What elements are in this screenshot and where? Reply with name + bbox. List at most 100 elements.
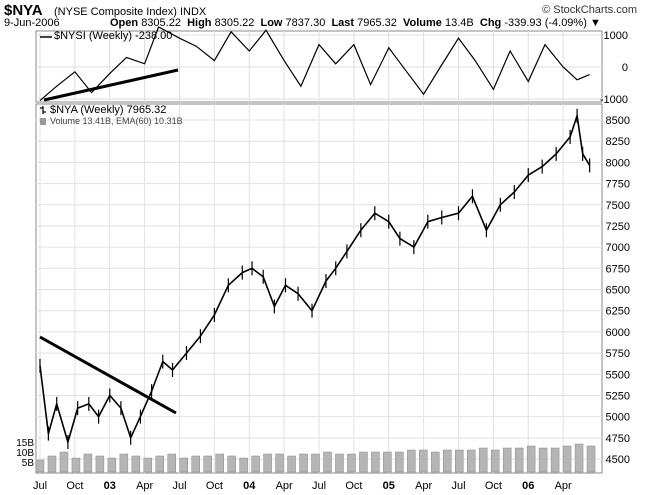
quote-summary: Open 8305.22 High 8305.22 Low 7837.30 La… bbox=[110, 17, 601, 29]
price-y-tick: 5750 bbox=[606, 348, 630, 360]
price-legend-label: $NYA (Weekly) 7965.32 bbox=[50, 104, 167, 116]
indicator-y-tick: 1000 bbox=[604, 30, 628, 42]
price-y-tick: 7500 bbox=[606, 200, 630, 212]
volume-bar bbox=[59, 451, 69, 473]
price-y-axis: 8500 8250 8000 7750 7500 7250 7000 6750 6500 6250… bbox=[606, 115, 630, 466]
price-y-tick: 6750 bbox=[606, 263, 630, 275]
nysi-line bbox=[39, 26, 590, 102]
volume-y-tick: 5B bbox=[22, 458, 35, 469]
volume-bar bbox=[490, 449, 500, 473]
volume-legend-marker bbox=[40, 118, 46, 125]
volume-bar bbox=[155, 455, 165, 473]
volume-y-tick: 15B bbox=[16, 438, 34, 449]
volume-bar bbox=[311, 453, 320, 473]
volume-bar bbox=[287, 455, 296, 473]
x-tick-label: Oct bbox=[206, 480, 223, 492]
volume-bar bbox=[455, 449, 464, 473]
volume-bar bbox=[203, 455, 212, 473]
price-y-tick: 4500 bbox=[606, 454, 630, 466]
open-label: Open bbox=[110, 17, 139, 29]
last-label: Last bbox=[331, 17, 355, 29]
x-tick-label: Jul bbox=[172, 480, 186, 492]
volume-bar bbox=[83, 453, 93, 473]
volume-bar bbox=[550, 447, 560, 473]
volume-bar bbox=[35, 459, 45, 473]
symbol-title: $NYA bbox=[4, 2, 43, 19]
volume-bar bbox=[131, 455, 141, 473]
volume-bar bbox=[538, 447, 548, 473]
price-y-tick: 8500 bbox=[606, 115, 630, 127]
volume-legend-label: Volume 13.41B, EMA(60) 10.31B bbox=[50, 116, 183, 126]
quote-date: 9-Jun-2006 bbox=[4, 17, 60, 29]
volume-bar bbox=[251, 455, 260, 473]
volume-value: 13.4B bbox=[445, 17, 474, 29]
price-y-tick: 5250 bbox=[606, 390, 630, 402]
volume-bar bbox=[275, 453, 284, 473]
volume-bar bbox=[143, 457, 153, 473]
volume-bar bbox=[514, 447, 524, 473]
indicator-y-axis: 1000 0 -1000 bbox=[600, 30, 628, 106]
price-y-tick: 6250 bbox=[606, 306, 630, 318]
price-trendline bbox=[39, 335, 177, 415]
volume-bar bbox=[191, 455, 200, 473]
nysi-legend-label: $NYSI (Weekly) -238.00 bbox=[54, 30, 173, 42]
volume-bar bbox=[179, 457, 188, 473]
chevron-down-icon[interactable]: ▼ bbox=[589, 17, 601, 29]
index-name: (NYSE Composite Index) bbox=[54, 6, 177, 18]
volume-bar bbox=[227, 455, 236, 473]
price-y-tick: 5500 bbox=[606, 369, 630, 381]
price-series bbox=[39, 108, 591, 450]
price-y-tick: 7750 bbox=[606, 179, 630, 191]
x-tick-label: 04 bbox=[243, 480, 256, 492]
volume-bar bbox=[466, 449, 476, 473]
volume-bar bbox=[347, 453, 356, 473]
volume-bar bbox=[167, 453, 177, 473]
x-tick-label: Oct bbox=[345, 480, 362, 492]
price-legend-marker bbox=[40, 106, 46, 114]
volume-bar bbox=[95, 455, 105, 473]
chg-label: Chg bbox=[479, 17, 502, 29]
indicator-y-tick: 0 bbox=[622, 62, 628, 74]
x-tick-label: Jul bbox=[451, 480, 465, 492]
x-tick-label: 03 bbox=[104, 480, 116, 492]
price-y-tick: 8000 bbox=[606, 157, 630, 169]
x-tick-label: 05 bbox=[383, 480, 395, 492]
brand-logo: © StockCharts.com bbox=[542, 4, 637, 16]
x-axis: Jul Oct 03 Apr Jul Oct 04 Apr Jul Oct 05 Apr Jul Oct 0… bbox=[33, 480, 572, 492]
x-tick-label: Oct bbox=[66, 480, 83, 492]
x-tick-label: Apr bbox=[415, 480, 432, 492]
x-tick-label: Apr bbox=[555, 480, 572, 492]
price-y-tick: 5000 bbox=[606, 412, 630, 424]
price-y-tick: 7000 bbox=[606, 242, 630, 254]
volume-bar bbox=[574, 443, 584, 473]
exchange-code: INDX bbox=[179, 6, 207, 18]
nysi-series bbox=[39, 26, 590, 102]
volume-bars bbox=[35, 443, 596, 473]
volume-bar bbox=[263, 453, 272, 473]
volume-bar bbox=[407, 449, 416, 473]
volume-bar bbox=[443, 449, 452, 473]
volume-bar bbox=[431, 451, 440, 473]
x-tick-label: Jul bbox=[33, 480, 47, 492]
nysi-trendline bbox=[43, 68, 179, 102]
volume-bar bbox=[335, 453, 344, 473]
volume-bar bbox=[71, 457, 81, 473]
volume-bar bbox=[419, 449, 428, 473]
indicator-y-tick: -1000 bbox=[600, 94, 628, 106]
volume-bar bbox=[47, 455, 57, 473]
volume-bar bbox=[395, 451, 404, 473]
volume-bar bbox=[371, 451, 380, 473]
volume-bar bbox=[562, 445, 572, 473]
volume-bar bbox=[119, 453, 129, 473]
chg-value: -339.93 (-4.09%) bbox=[504, 17, 587, 29]
volume-label: Volume bbox=[403, 17, 442, 29]
price-grid bbox=[36, 104, 602, 473]
volume-bar bbox=[526, 445, 536, 473]
high-label: High bbox=[187, 17, 212, 29]
symbol-description: (NYSE Composite Index) INDX bbox=[54, 6, 206, 18]
price-y-tick: 7250 bbox=[606, 221, 630, 233]
low-value: 7837.30 bbox=[285, 17, 326, 29]
price-y-tick: 4750 bbox=[606, 433, 630, 445]
open-value: 8305.22 bbox=[141, 17, 181, 29]
